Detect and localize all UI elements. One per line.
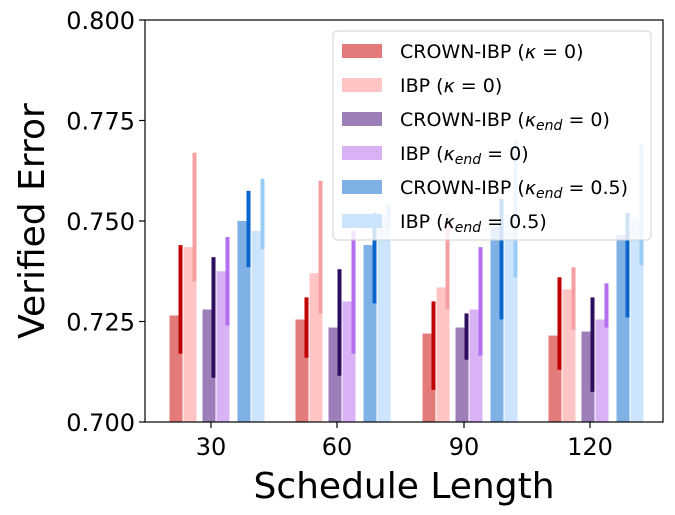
bar [251, 231, 265, 422]
error-bar [464, 313, 469, 360]
legend-entry: IBP (κ = 0) [400, 75, 502, 97]
error-bar [590, 297, 595, 392]
legend-swatch [342, 180, 382, 194]
y-tick-label: 0.750 [66, 208, 135, 236]
legend-entry: CROWN-IBP (κend = 0) [400, 109, 610, 134]
legend-swatch [342, 112, 382, 126]
error-bar [304, 297, 309, 358]
legend-box [332, 30, 652, 241]
error-bar [478, 247, 483, 356]
error-bar [337, 269, 342, 376]
error-bar [557, 277, 562, 370]
x-axis-label: Schedule Length [253, 466, 554, 507]
legend: CROWN-IBP (κ = 0) IBP (κ = 0) CROWN-IBP (κ… [332, 30, 652, 241]
error-bar [260, 178, 265, 250]
error-bar [431, 301, 436, 390]
x-axis-ticks: 30 60 90 120 [196, 422, 613, 461]
error-bar [192, 152, 197, 282]
bar [377, 214, 391, 422]
legend-entry: CROWN-IBP (κend = 0.5) [400, 177, 628, 202]
error-bar [499, 198, 504, 320]
y-axis-label: Verified Error [12, 103, 53, 339]
y-axis-ticks: 0.700 0.725 0.750 0.775 0.800 [66, 7, 145, 437]
bar [183, 247, 197, 422]
x-tick-label: 30 [196, 433, 227, 461]
error-bar [178, 245, 183, 354]
y-tick-label: 0.775 [66, 108, 135, 136]
x-tick-label: 60 [322, 433, 353, 461]
bar [630, 216, 644, 422]
error-bar [351, 231, 356, 354]
error-bar [604, 283, 609, 328]
y-tick-label: 0.700 [66, 409, 135, 437]
y-tick-label: 0.725 [66, 309, 135, 337]
legend-swatch [342, 44, 382, 58]
bar [237, 221, 251, 422]
x-tick-label: 120 [567, 433, 613, 461]
legend-entry: IBP (κend = 0) [400, 143, 529, 168]
error-bar [445, 212, 450, 310]
error-bar [625, 212, 630, 318]
bar [595, 319, 609, 422]
bar [436, 287, 450, 422]
y-tick-label: 0.800 [66, 7, 135, 35]
error-bar [225, 237, 230, 326]
legend-entry: IBP (κend = 0.5) [400, 211, 547, 236]
legend-swatch [342, 78, 382, 92]
error-bar [318, 180, 323, 314]
legend-swatch [342, 146, 382, 160]
legend-swatch [342, 214, 382, 228]
legend-entry: CROWN-IBP (κ = 0) [400, 41, 584, 63]
error-bar [372, 212, 377, 304]
error-bar [211, 257, 216, 378]
error-bar [571, 267, 576, 330]
x-tick-label: 90 [449, 433, 480, 461]
error-bar [246, 190, 251, 268]
